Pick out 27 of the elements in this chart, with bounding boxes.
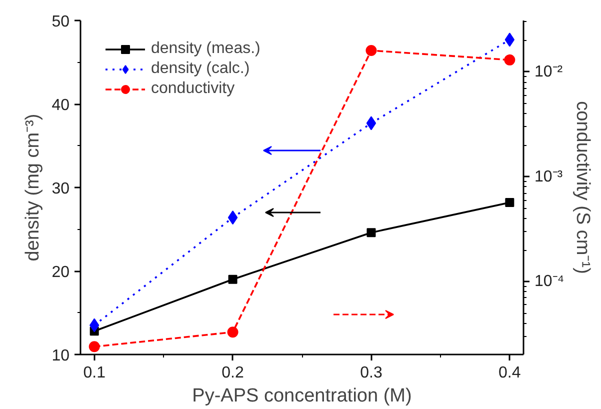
y2-tick-label: 10⁻² bbox=[534, 63, 564, 80]
point bbox=[227, 326, 238, 338]
y-tick-label: 10 bbox=[52, 348, 70, 364]
y2-tick-label: 10⁻³ bbox=[534, 168, 564, 186]
point bbox=[88, 341, 100, 352]
y2-tick-label: 10⁻⁴ bbox=[534, 273, 564, 290]
y-tick-label: 40 bbox=[52, 97, 70, 114]
x-tick-label: 0.4 bbox=[498, 364, 521, 382]
x-tick-label: 0.1 bbox=[83, 364, 106, 382]
y2-axis-title: conductivity (S cm⁻¹) bbox=[572, 101, 594, 274]
x-tick-label: 0.3 bbox=[360, 364, 382, 382]
y-tick-label: 50 bbox=[52, 14, 70, 30]
point bbox=[505, 198, 514, 208]
x-tick-label: 0.2 bbox=[222, 364, 244, 382]
legend-label: density (meas.) bbox=[151, 40, 260, 58]
point bbox=[366, 116, 376, 130]
point bbox=[228, 210, 238, 225]
point bbox=[366, 44, 377, 56]
legend-label: conductivity bbox=[151, 80, 235, 98]
point bbox=[366, 228, 376, 238]
point bbox=[228, 274, 238, 284]
point bbox=[504, 54, 516, 66]
y-tick-label: 20 bbox=[52, 264, 70, 281]
legend-label: density (calc.) bbox=[151, 60, 250, 78]
y-axis-title: density (mg cm⁻³) bbox=[22, 114, 44, 262]
x-axis-title: Py-APS concentration (M) bbox=[192, 386, 412, 406]
y-tick-label: 30 bbox=[52, 180, 70, 198]
